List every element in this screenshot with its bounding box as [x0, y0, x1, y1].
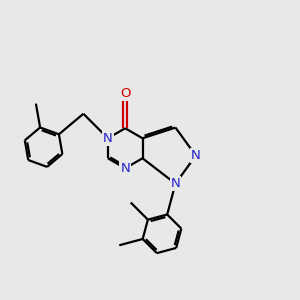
Text: N: N — [120, 162, 130, 175]
Text: N: N — [103, 132, 113, 145]
Text: N: N — [171, 177, 180, 190]
Text: O: O — [120, 87, 130, 100]
Text: N: N — [191, 149, 201, 162]
